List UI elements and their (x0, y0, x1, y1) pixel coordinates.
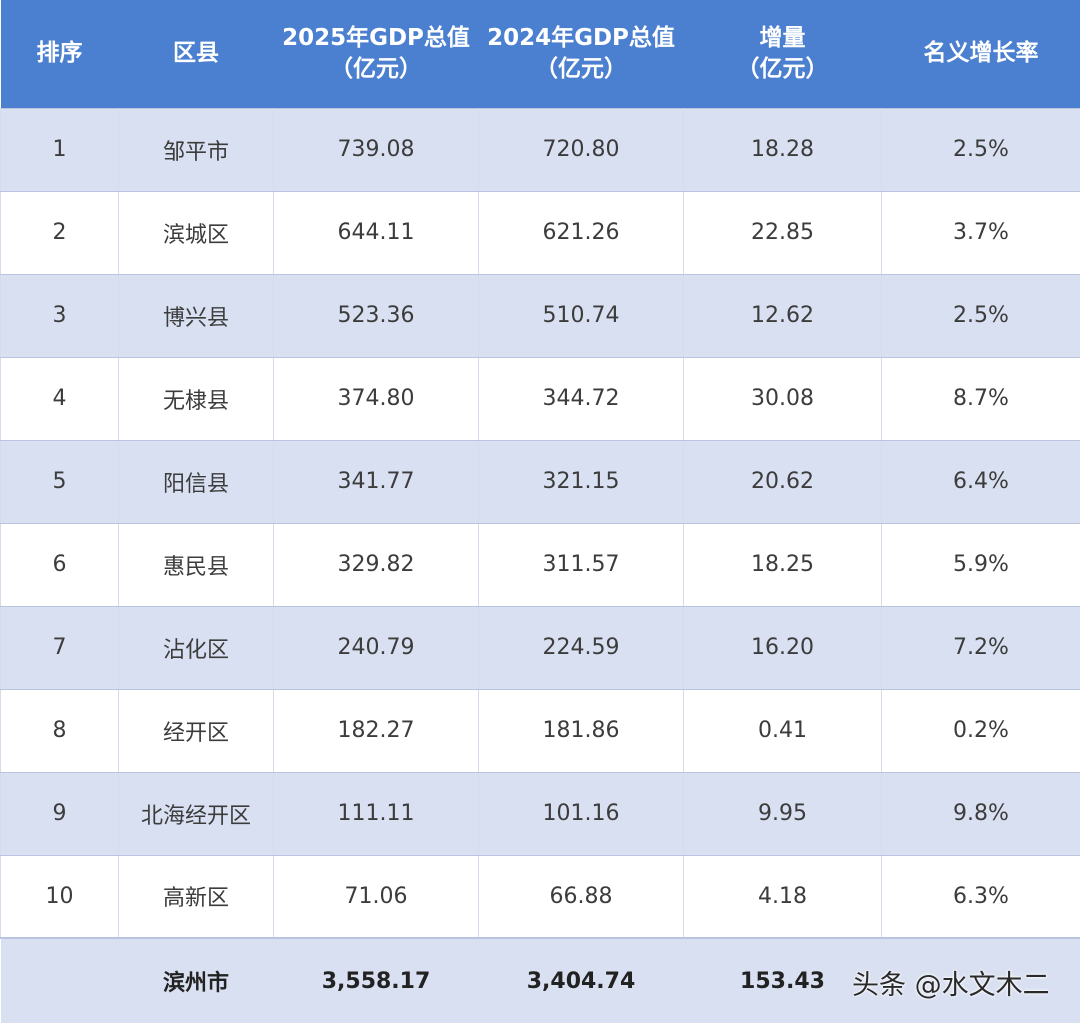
cell-growth-rate: 2.5% (881, 273, 1080, 358)
total-cell-increase: 153.43 (683, 937, 882, 1023)
cell-district: 邹平市 (118, 107, 274, 192)
cell-gdp-2024: 321.15 (478, 439, 684, 524)
cell-growth-rate: 3.7% (881, 190, 1080, 275)
total-cell-gdp-2025: 3,558.17 (273, 937, 479, 1023)
cell-increase: 18.25 (683, 522, 882, 607)
cell-gdp-2025: 182.27 (273, 688, 479, 773)
cell-rank: 5 (0, 439, 119, 524)
total-cell-growth-rate (881, 937, 1080, 1023)
total-cell-gdp-2024: 3,404.74 (478, 937, 684, 1023)
cell-rank: 4 (0, 356, 119, 441)
cell-increase: 9.95 (683, 771, 882, 856)
cell-district: 经开区 (118, 688, 274, 773)
table-row: 8 经开区 182.27 181.86 0.41 0.2% (0, 688, 1080, 773)
cell-growth-rate: 6.4% (881, 439, 1080, 524)
cell-gdp-2025: 523.36 (273, 273, 479, 358)
cell-gdp-2024: 101.16 (478, 771, 684, 856)
cell-district: 博兴县 (118, 273, 274, 358)
table-row: 7 沾化区 240.79 224.59 16.20 7.2% (0, 605, 1080, 690)
header-rank: 排序 (0, 0, 119, 108)
cell-rank: 1 (0, 107, 119, 192)
header-increase: 增量 （亿元） (683, 0, 882, 108)
total-cell-district: 滨州市 (118, 937, 274, 1023)
header-gdp-2025: 2025年GDP总值 （亿元） (273, 0, 479, 108)
cell-rank: 10 (0, 854, 119, 939)
cell-gdp-2024: 720.80 (478, 107, 684, 192)
cell-gdp-2024: 510.74 (478, 273, 684, 358)
cell-growth-rate: 7.2% (881, 605, 1080, 690)
cell-gdp-2025: 739.08 (273, 107, 479, 192)
total-cell-rank (0, 937, 119, 1023)
cell-rank: 7 (0, 605, 119, 690)
cell-growth-rate: 2.5% (881, 107, 1080, 192)
cell-rank: 3 (0, 273, 119, 358)
cell-growth-rate: 5.9% (881, 522, 1080, 607)
cell-rank: 8 (0, 688, 119, 773)
header-district: 区县 (118, 0, 274, 108)
cell-district: 滨城区 (118, 190, 274, 275)
cell-gdp-2024: 66.88 (478, 854, 684, 939)
cell-increase: 20.62 (683, 439, 882, 524)
cell-gdp-2025: 111.11 (273, 771, 479, 856)
cell-rank: 2 (0, 190, 119, 275)
cell-gdp-2024: 224.59 (478, 605, 684, 690)
cell-district: 无棣县 (118, 356, 274, 441)
cell-gdp-2024: 311.57 (478, 522, 684, 607)
cell-growth-rate: 9.8% (881, 771, 1080, 856)
watermark: 头条 @水文木二 (852, 970, 1050, 1001)
cell-gdp-2025: 341.77 (273, 439, 479, 524)
cell-district: 高新区 (118, 854, 274, 939)
cell-gdp-2024: 621.26 (478, 190, 684, 275)
table-row: 2 滨城区 644.11 621.26 22.85 3.7% (0, 190, 1080, 275)
header-row: 排序 区县 2025年GDP总值 （亿元） 2024年GDP总值 （亿元） 增量… (0, 0, 1080, 108)
cell-increase: 12.62 (683, 273, 882, 358)
cell-district: 沾化区 (118, 605, 274, 690)
table-row: 6 惠民县 329.82 311.57 18.25 5.9% (0, 522, 1080, 607)
total-row: 滨州市 3,558.17 3,404.74 153.43 (0, 937, 1080, 1023)
cell-gdp-2025: 374.80 (273, 356, 479, 441)
cell-growth-rate: 6.3% (881, 854, 1080, 939)
table-row: 3 博兴县 523.36 510.74 12.62 2.5% (0, 273, 1080, 358)
cell-district: 北海经开区 (118, 771, 274, 856)
cell-gdp-2025: 329.82 (273, 522, 479, 607)
cell-increase: 22.85 (683, 190, 882, 275)
table-row: 9 北海经开区 111.11 101.16 9.95 9.8% (0, 771, 1080, 856)
header-gdp-2024: 2024年GDP总值 （亿元） (478, 0, 684, 108)
cell-increase: 16.20 (683, 605, 882, 690)
cell-gdp-2024: 181.86 (478, 688, 684, 773)
table-row: 5 阳信县 341.77 321.15 20.62 6.4% (0, 439, 1080, 524)
cell-growth-rate: 0.2% (881, 688, 1080, 773)
table-row: 10 高新区 71.06 66.88 4.18 6.3% (0, 854, 1080, 939)
table-row: 4 无棣县 374.80 344.72 30.08 8.7% (0, 356, 1080, 441)
cell-increase: 0.41 (683, 688, 882, 773)
cell-rank: 6 (0, 522, 119, 607)
cell-rank: 9 (0, 771, 119, 856)
cell-gdp-2025: 644.11 (273, 190, 479, 275)
cell-gdp-2024: 344.72 (478, 356, 684, 441)
cell-gdp-2025: 240.79 (273, 605, 479, 690)
table-row: 1 邹平市 739.08 720.80 18.28 2.5% (0, 107, 1080, 192)
cell-district: 惠民县 (118, 522, 274, 607)
cell-increase: 18.28 (683, 107, 882, 192)
table-body: 1 邹平市 739.08 720.80 18.28 2.5% 2 滨城区 644.11 621.2… (0, 107, 1080, 939)
cell-district: 阳信县 (118, 439, 274, 524)
cell-gdp-2025: 71.06 (273, 854, 479, 939)
cell-growth-rate: 8.7% (881, 356, 1080, 441)
cell-increase: 30.08 (683, 356, 882, 441)
cell-increase: 4.18 (683, 854, 882, 939)
header-growth-rate: 名义增长率 (881, 0, 1080, 108)
